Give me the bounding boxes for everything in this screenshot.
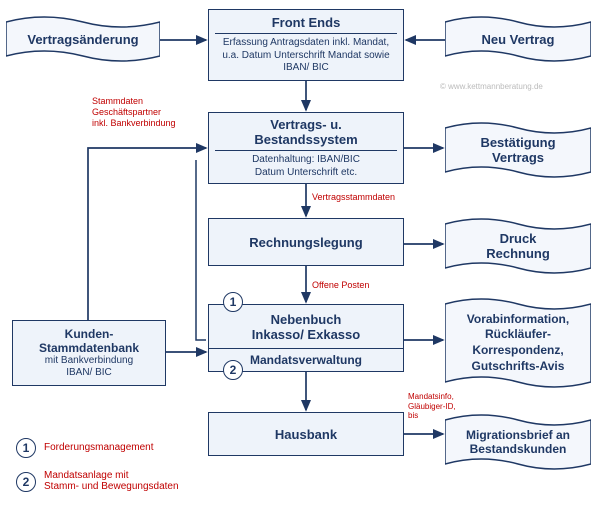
box-rechnung: Rechnungslegung — [208, 218, 404, 266]
flag-label: Druck Rechnung — [445, 218, 591, 274]
box-title: Hausbank — [275, 427, 337, 442]
box-title: Kunden- Stammdatenbank — [39, 327, 139, 355]
box-title: Vertrags- u. Bestandssystem — [215, 117, 397, 151]
flag-label: Bestätigung Vertrags — [445, 122, 591, 178]
edge-vertragsstamm: Vertragsstammdaten — [312, 192, 395, 203]
flag-neu-vertrag: Neu Vertrag — [445, 16, 591, 62]
box-sub: mit Bankverbindung IBAN/ BIC — [19, 355, 159, 380]
flag-label: Vorabinformation, Rückläufer- Korrespond… — [445, 298, 591, 388]
box-vertrag: Vertrags- u. Bestandssystem Datenhaltung… — [208, 112, 404, 184]
circle-2: 2 — [223, 360, 243, 380]
box-title: Nebenbuch Inkasso/ Exkasso — [252, 305, 360, 348]
flag-vertragsaenderung: Vertragsänderung — [6, 16, 160, 62]
box-hausbank: Hausbank — [208, 412, 404, 456]
flag-label: Neu Vertrag — [445, 16, 591, 62]
flag-druck: Druck Rechnung — [445, 218, 591, 274]
box-sub: Erfassung Antragsdaten inkl. Mandat, u.a… — [215, 37, 397, 75]
legend-circle-2: 2 — [16, 472, 36, 492]
edge-stammdaten: Stammdaten Geschäftspartner inkl. Bankve… — [92, 96, 176, 128]
watermark: © www.kettmannberatung.de — [440, 82, 543, 92]
flag-bestaetigung: Bestätigung Vertrags — [445, 122, 591, 178]
box-front-ends: Front Ends Erfassung Antragsdaten inkl. … — [208, 9, 404, 81]
edge-mandats: Mandatsinfo, Gläubiger-ID, bis — [408, 392, 456, 421]
box-sub: Datenhaltung: IBAN/BIC Datum Unterschrif… — [215, 154, 397, 179]
box-kunden: Kunden- Stammdatenbank mit Bankverbindun… — [12, 320, 166, 386]
circle-1: 1 — [223, 292, 243, 312]
legend-1: Forderungsmanagement — [44, 442, 154, 453]
legend-circle-1: 1 — [16, 438, 36, 458]
box-title: Rechnungslegung — [249, 235, 362, 250]
box-title: Front Ends — [215, 15, 397, 34]
flag-migration: Migrationsbrief an Bestandskunden — [445, 414, 591, 470]
edge-offene: Offene Posten — [312, 280, 369, 291]
legend-2: Mandatsanlage mit Stamm- und Bewegungsda… — [44, 470, 179, 492]
flag-vorab: Vorabinformation, Rückläufer- Korrespond… — [445, 298, 591, 388]
flag-label: Migrationsbrief an Bestandskunden — [445, 414, 591, 470]
flag-label: Vertragsänderung — [6, 16, 160, 62]
